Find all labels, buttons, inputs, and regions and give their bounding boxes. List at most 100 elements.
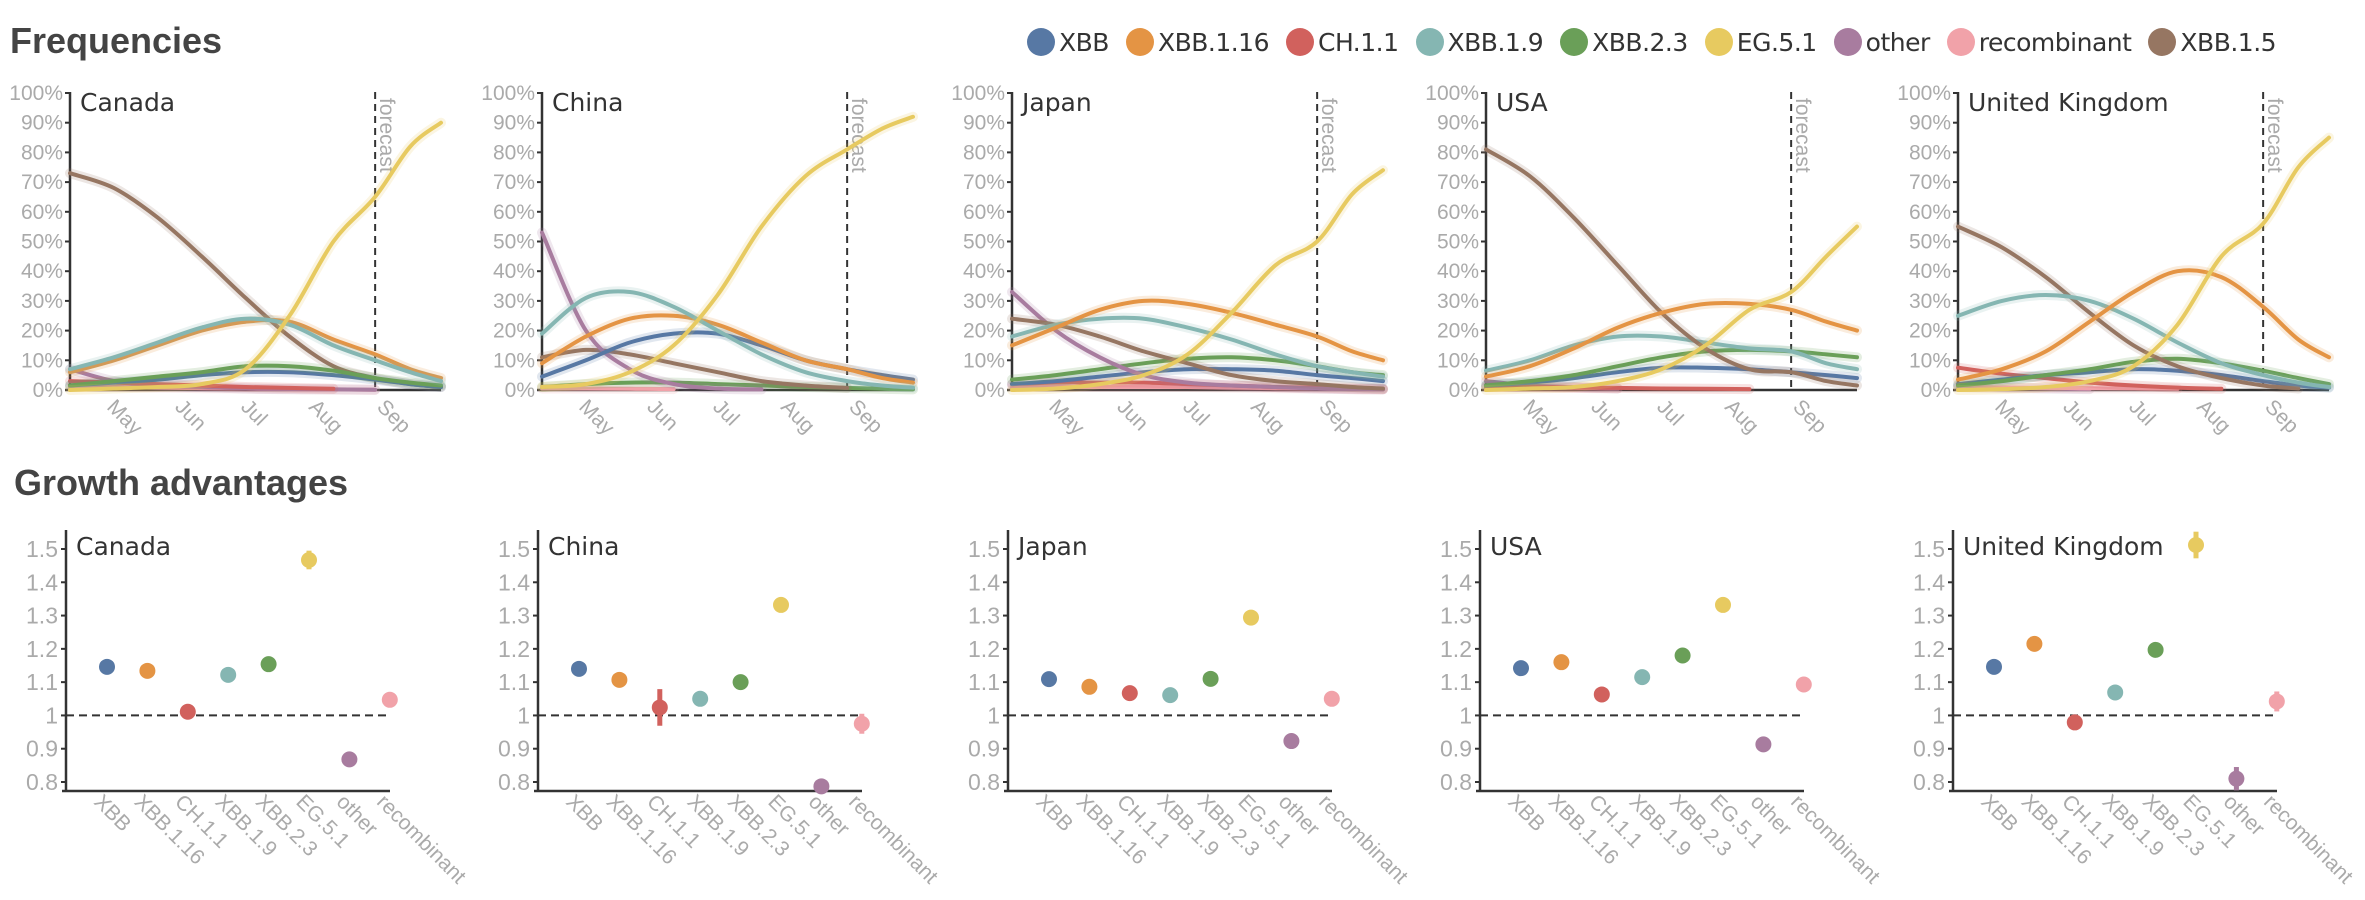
legend-item-other[interactable]: other bbox=[1833, 28, 1930, 57]
growth-panel-canada: 0.80.911.11.21.31.41.5XBBXBB.1.16CH.1.1X… bbox=[26, 530, 470, 888]
legend-label: XBB.2.3 bbox=[1592, 27, 1688, 57]
x-tick-label-may: May bbox=[1518, 395, 1563, 440]
series-line-xbb-1-9 bbox=[68, 316, 443, 384]
legend-swatch-icon bbox=[1125, 28, 1154, 56]
point-xbb-1-9 bbox=[1634, 669, 1651, 686]
x-tick-label-aug: Aug bbox=[304, 395, 347, 438]
point-xbb bbox=[1986, 658, 2002, 675]
point-eg-5-1 bbox=[773, 596, 789, 613]
x-tick-label-jun: Jun bbox=[170, 395, 210, 435]
y-tick-label: 0% bbox=[1449, 379, 1479, 402]
point-xbb-2-3 bbox=[1674, 647, 1691, 664]
legend-item-xbb-1-5[interactable]: XBB.1.5 bbox=[2148, 28, 2277, 57]
point-xbb bbox=[1513, 660, 1529, 677]
y-tick-label: 1.4 bbox=[1440, 569, 1472, 595]
series-line-xbb bbox=[1484, 365, 1859, 388]
y-tick-label: 0.8 bbox=[498, 769, 530, 795]
point-xbb bbox=[1041, 671, 1057, 688]
point-recombinant bbox=[853, 715, 870, 732]
y-tick-label: 1 bbox=[1459, 702, 1472, 728]
x-tick-label-jun: Jun bbox=[642, 395, 682, 435]
point-xbb-2-3 bbox=[260, 656, 277, 673]
legend: XBB XBB.1.16 CH.1.1 XBB.1.9 XBB.2.3 EG.5.1 oth… bbox=[1027, 22, 2293, 62]
series-line-xbb-1-16 bbox=[1010, 298, 1385, 363]
point-xbb-2-3 bbox=[2147, 641, 2164, 658]
forecast-label: forecast bbox=[1317, 98, 1340, 173]
series-line-xbb-1-16 bbox=[540, 313, 915, 385]
y-tick-label: 20% bbox=[963, 320, 1005, 343]
point-other bbox=[1755, 736, 1772, 753]
legend-item-xbb-1-9[interactable]: XBB.1.9 bbox=[1415, 27, 1544, 57]
legend-item-xbb-1-16[interactable]: XBB.1.16 bbox=[1125, 28, 1269, 57]
y-tick-label: 80% bbox=[963, 141, 1005, 164]
y-tick-label: 1.5 bbox=[26, 536, 58, 562]
legend-swatch-icon bbox=[2148, 28, 2177, 56]
y-tick-label: 0.9 bbox=[1913, 736, 1945, 762]
x-tick-label-jul: Jul bbox=[236, 395, 271, 430]
point-recombinant bbox=[1795, 676, 1812, 693]
legend-swatch-icon bbox=[1560, 28, 1589, 56]
panel-title: China bbox=[552, 88, 623, 117]
y-tick-label: 30% bbox=[963, 290, 1005, 313]
x-tick-label-xbb: XBB bbox=[1976, 790, 2022, 836]
y-tick-label: 1 bbox=[1932, 702, 1945, 728]
legend-item-ch-1-1[interactable]: CH.1.1 bbox=[1285, 27, 1399, 57]
forecast-label: forecast bbox=[1791, 98, 1814, 173]
y-tick-label: 50% bbox=[963, 231, 1005, 254]
y-tick-label: 60% bbox=[493, 201, 535, 224]
y-tick-label: 1.2 bbox=[968, 636, 1000, 662]
legend-swatch-icon bbox=[1704, 28, 1733, 56]
growth-panel-china: 0.80.911.11.21.31.41.5XBBXBB.1.16CH.1.1X… bbox=[498, 530, 942, 888]
y-tick-label: 100% bbox=[481, 82, 535, 105]
y-tick-label: 90% bbox=[1909, 112, 1951, 135]
x-tick-label-xbb: XBB bbox=[89, 790, 135, 836]
panel-title: Canada bbox=[80, 88, 175, 117]
series-line-xbb-2-3 bbox=[540, 380, 915, 392]
series-line-xbb-1-16 bbox=[1484, 300, 1859, 379]
series-line-xbb-1-5 bbox=[1956, 224, 2301, 391]
y-tick-label: 70% bbox=[21, 171, 63, 194]
y-tick-label: 40% bbox=[493, 260, 535, 283]
frequency-panel-canada: 0% 10% 20% 30% 40% 50% 60% 70% 80% 90% 100% May Jun J… bbox=[9, 82, 446, 440]
legend-item-xbb-2-3[interactable]: XBB.2.3 bbox=[1560, 28, 1688, 57]
legend-item-xbb[interactable]: XBB bbox=[1027, 28, 1109, 57]
y-tick-label: 0.9 bbox=[968, 736, 1000, 762]
frequency-panel-usa: 0% 10% 20% 30% 40% 50% 60% 70% 80% 90% 100% May Jun J… bbox=[1425, 82, 1862, 440]
x-tick-label-sep: Sep bbox=[372, 395, 415, 438]
series-line-xbb-2-3 bbox=[68, 363, 443, 388]
legend-label: CH.1.1 bbox=[1317, 27, 1399, 57]
x-tick-label-jul: Jul bbox=[1178, 395, 1213, 430]
y-tick-label: 1.3 bbox=[498, 603, 530, 629]
legend-item-recombinant[interactable]: recombinant bbox=[1946, 28, 2132, 57]
y-tick-label: 0.9 bbox=[498, 736, 530, 762]
y-tick-label: 90% bbox=[493, 112, 535, 135]
y-tick-label: 1 bbox=[517, 702, 530, 728]
y-tick-label: 1.1 bbox=[498, 669, 530, 695]
point-eg-5-1 bbox=[301, 551, 317, 568]
growth-advantages-title: Growth advantages bbox=[14, 462, 349, 503]
y-tick-label: 1.3 bbox=[968, 603, 1000, 629]
y-tick-label: 90% bbox=[1437, 112, 1479, 135]
legend-swatch-icon bbox=[1833, 28, 1862, 56]
point-xbb-1-16 bbox=[1553, 654, 1570, 671]
y-tick-label: 60% bbox=[963, 201, 1005, 224]
y-tick-label: 10% bbox=[963, 349, 1005, 372]
y-tick-label: 0.8 bbox=[26, 769, 58, 795]
series-line-xbb-1-9 bbox=[1484, 333, 1859, 373]
legend-item-eg-5-1[interactable]: EG.5.1 bbox=[1704, 28, 1817, 57]
point-xbb bbox=[99, 658, 115, 675]
y-tick-label: 1.3 bbox=[1913, 603, 1945, 629]
legend-label: XBB bbox=[1059, 27, 1109, 57]
y-tick-label: 1.5 bbox=[1913, 536, 1945, 562]
panel-title: United Kingdom bbox=[1963, 532, 2164, 561]
y-tick-label: 100% bbox=[1897, 82, 1951, 105]
point-xbb-1-16 bbox=[611, 671, 628, 688]
legend-label: XBB.1.9 bbox=[1447, 27, 1544, 57]
y-tick-label: 70% bbox=[1909, 171, 1951, 194]
point-other bbox=[341, 751, 358, 768]
legend-swatch-icon bbox=[1415, 28, 1444, 56]
point-xbb-1-9 bbox=[220, 666, 237, 683]
y-tick-label: 30% bbox=[493, 290, 535, 313]
point-other bbox=[813, 778, 830, 795]
y-tick-label: 1.4 bbox=[498, 569, 530, 595]
